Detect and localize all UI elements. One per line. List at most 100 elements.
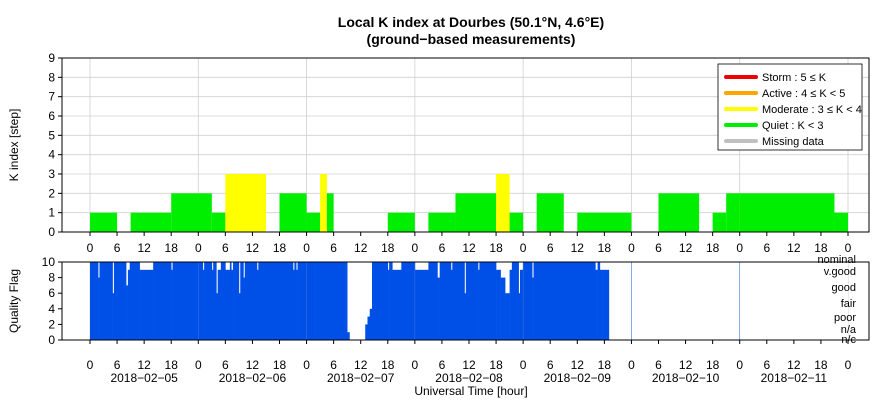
quality-bar [479, 262, 497, 340]
q-x-tick-label: 6 [547, 358, 554, 372]
q-x-tick-label: 12 [137, 358, 151, 372]
q-x-tick-label: 0 [412, 358, 419, 372]
q-x-tick-label: 12 [679, 358, 693, 372]
quality-level-label: n/c [841, 334, 856, 346]
quality-bar [465, 262, 479, 340]
quality-bar [599, 269, 603, 340]
quality-bar [113, 262, 127, 340]
q-x-tick-label: 0 [845, 358, 852, 372]
k-x-tick-label: 0 [845, 241, 852, 255]
quality-bar [129, 262, 140, 340]
quality-bar [98, 277, 100, 340]
k-x-tick-label: 0 [628, 241, 635, 255]
q-x-tick-label: 6 [114, 358, 121, 372]
q-x-tick-label: 6 [763, 358, 770, 372]
q-x-tick-label: 12 [246, 358, 260, 372]
quality-bar [452, 262, 465, 340]
k-index-bar [577, 212, 632, 232]
k-x-tick-label: 12 [571, 241, 585, 255]
quality-bar [450, 269, 453, 340]
quality-bar [127, 269, 131, 340]
quality-level-label: nominal [817, 254, 856, 266]
q-x-tick-label: 18 [598, 358, 612, 372]
k-x-tick-label: 6 [655, 241, 662, 255]
quality-bar [90, 262, 99, 340]
k-index-bar [509, 212, 524, 232]
k-x-tick-label: 6 [222, 241, 229, 255]
quality-bar [371, 262, 375, 340]
k-x-tick-label: 0 [412, 241, 419, 255]
quality-bar [597, 262, 601, 340]
quality-bar [139, 269, 154, 340]
k-index-bar [225, 174, 266, 232]
k-x-tick-label: 18 [489, 241, 503, 255]
quality-bar [437, 277, 440, 340]
quality-bar [369, 308, 373, 340]
q-y-tick-label: 2 [48, 317, 55, 331]
quality-level-label: poor [834, 312, 856, 324]
q-x-tick-label: 18 [489, 358, 503, 372]
quality-level-label: good [832, 282, 856, 294]
quality-bar [365, 324, 368, 340]
q-x-tick-label: 0 [195, 358, 202, 372]
quality-bar [478, 269, 480, 340]
quality-bar [258, 262, 294, 340]
k-index-bar [834, 212, 848, 232]
q-x-tick-label: 18 [165, 358, 179, 372]
k-index-bar [211, 212, 226, 232]
date-labels: 2018−02−05 2018−02−06 2018−02−07 2018−02−08… [110, 371, 827, 385]
quality-bar [519, 269, 524, 340]
quality-bar [518, 293, 521, 340]
k-x-tick-label: 12 [787, 241, 801, 255]
quality-bar [374, 262, 389, 340]
k-x-tick-label: 12 [462, 241, 476, 255]
quality-bar [217, 269, 222, 340]
q-x-tick-label: 12 [787, 358, 801, 372]
k-index-bar [171, 193, 212, 232]
quality-bar [532, 277, 534, 340]
quality-bar [401, 262, 416, 340]
quality-bar [294, 262, 297, 340]
k-index-bar [739, 193, 835, 232]
k-y-tick-label: 4 [48, 148, 55, 162]
quality-bar [213, 262, 217, 340]
date-label: 2018−02−11 [761, 371, 828, 385]
chart-subtitle: (ground−based measurements) [367, 31, 576, 47]
k-x-tick-label: 12 [246, 241, 260, 255]
quality-bar [238, 293, 241, 340]
quality-bar [229, 262, 232, 340]
quality-bar [496, 269, 501, 340]
k-index-bar [455, 193, 497, 232]
k-y-tick-label: 8 [48, 70, 55, 84]
k-index-bars [90, 174, 848, 232]
quality-bar [439, 262, 452, 340]
q-x-tick-label: 18 [814, 358, 828, 372]
k-x-tick-label: 0 [87, 241, 94, 255]
k-index-plot-frame [61, 57, 870, 233]
quality-bar [296, 269, 298, 340]
quality-bar [220, 262, 226, 340]
q-x-tick-label: 6 [222, 358, 229, 372]
q-x-tick-label: 12 [571, 358, 585, 372]
legend-label: Quiet : K < 3 [762, 120, 823, 132]
quality-bar [511, 262, 519, 340]
k-index-bar [279, 193, 307, 232]
k-x-tick-label: 18 [381, 241, 395, 255]
q-x-tick-label: 0 [303, 358, 310, 372]
k-index-bar [326, 193, 334, 232]
k-y-tick-label: 0 [48, 225, 55, 239]
quality-bar [202, 269, 205, 340]
quality-bar [505, 293, 510, 340]
quality-bar [464, 293, 467, 340]
k-x-tick-label: 18 [598, 241, 612, 255]
k-index-bar [712, 212, 727, 232]
k-index-bar [428, 212, 456, 232]
q-y-tick-label: 0 [48, 333, 55, 347]
q-x-tick-label: 6 [655, 358, 662, 372]
q-x-tick-label: 0 [520, 358, 527, 372]
k-x-tick-label: 0 [195, 241, 202, 255]
k-index-bar [496, 174, 510, 232]
k-index-y-ticks: 0 1 2 3 4 5 6 7 8 9 [48, 51, 62, 239]
q-x-tick-label: 18 [273, 358, 287, 372]
